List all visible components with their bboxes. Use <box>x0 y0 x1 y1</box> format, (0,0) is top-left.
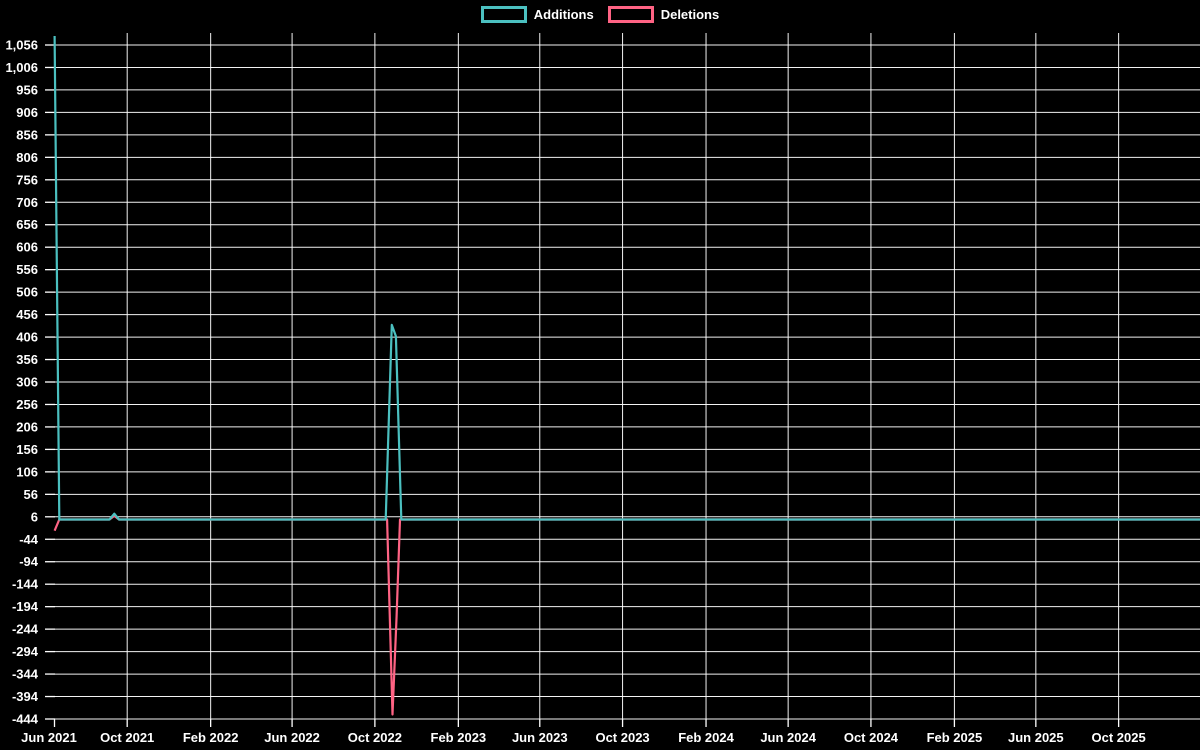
y-tick-label: 456 <box>16 307 38 322</box>
y-tick-label: -244 <box>12 622 39 637</box>
additions-line <box>53 35 1200 521</box>
y-tick-label: 106 <box>16 464 38 479</box>
y-tick-label: 856 <box>16 127 38 142</box>
y-tick-label: 6 <box>31 509 38 524</box>
x-tick-label: Feb 2024 <box>678 730 734 745</box>
y-tick-label: -394 <box>12 689 39 704</box>
x-tick-label: Oct 2025 <box>1092 730 1146 745</box>
y-tick-label: 506 <box>16 285 38 300</box>
legend-swatch-deletions-icon <box>607 6 654 23</box>
y-tick-label: 606 <box>16 240 38 255</box>
y-tick-label: 206 <box>16 419 38 434</box>
y-tick-label: 706 <box>16 195 38 210</box>
legend-item-deletions[interactable]: Deletions <box>607 6 720 23</box>
y-tick-label: 256 <box>16 397 38 412</box>
x-tick-label: Oct 2022 <box>348 730 402 745</box>
legend-label-deletions: Deletions <box>660 7 720 22</box>
x-tick-label: Feb 2025 <box>927 730 983 745</box>
x-tick-label: Jun 2023 <box>512 730 568 745</box>
y-tick-label: 406 <box>16 330 38 345</box>
x-tick-label: Feb 2022 <box>183 730 239 745</box>
y-tick-label: 806 <box>16 150 38 165</box>
y-tick-label: 1,056 <box>5 38 38 53</box>
y-tick-label: -444 <box>12 712 39 727</box>
chart-legend: Additions Deletions <box>0 6 1200 23</box>
legend-swatch-additions-icon <box>480 6 527 23</box>
y-tick-label: -344 <box>12 667 39 682</box>
y-tick-label: -144 <box>12 577 39 592</box>
y-tick-label: 556 <box>16 262 38 277</box>
y-tick-label: -94 <box>19 554 39 569</box>
x-tick-label: Jun 2024 <box>760 730 816 745</box>
y-tick-label: 906 <box>16 105 38 120</box>
x-tick-label: Feb 2023 <box>431 730 487 745</box>
x-tick-label: Oct 2023 <box>595 730 649 745</box>
y-tick-label: 956 <box>16 82 38 97</box>
y-tick-label: 306 <box>16 375 38 390</box>
y-tick-label: -44 <box>19 532 39 547</box>
y-tick-label: -194 <box>12 599 39 614</box>
x-tick-label: Jun 2025 <box>1008 730 1064 745</box>
y-tick-label: 156 <box>16 442 38 457</box>
x-tick-label: Oct 2024 <box>844 730 899 745</box>
y-tick-label: 1,006 <box>5 60 38 75</box>
y-tick-label: -294 <box>12 644 39 659</box>
y-tick-label: 656 <box>16 217 38 232</box>
y-tick-label: 56 <box>24 487 38 502</box>
x-tick-label: Jun 2021 <box>21 730 77 745</box>
legend-item-additions[interactable]: Additions <box>480 6 594 23</box>
legend-label-additions: Additions <box>533 7 594 22</box>
x-tick-label: Jun 2022 <box>264 730 320 745</box>
deletions-line <box>53 514 1200 716</box>
x-tick-label: Oct 2021 <box>100 730 154 745</box>
y-tick-label: 756 <box>16 172 38 187</box>
y-tick-label: 356 <box>16 352 38 367</box>
